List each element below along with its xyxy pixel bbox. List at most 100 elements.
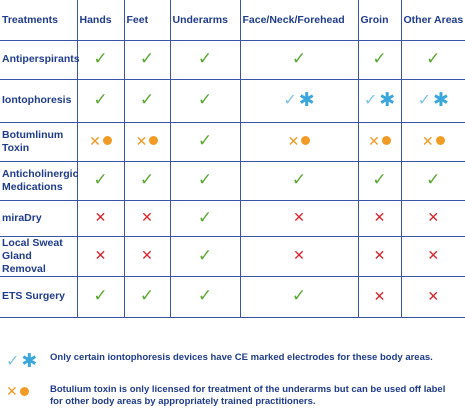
table-cell: ✓ [170, 79, 241, 123]
table-cell: ✕ [240, 122, 359, 162]
cross-dot-icon: ✕ [136, 134, 159, 148]
check-star-icon: ✓ ✱ [417, 90, 449, 111]
check-icon: ✓ [139, 170, 155, 189]
table-row: Iontophoresis ✓ ✓ ✓ ✓ ✱ ✓ ✱ ✓ ✱ [0, 79, 465, 123]
table-cell: ✕ [124, 200, 171, 237]
table-row: Local Sweat Gland Removal ✕ ✕ ✓ ✕ ✕ ✕ [0, 236, 465, 277]
check-star-icon: ✓ ✱ [283, 90, 315, 111]
cross-icon: ✕ [293, 209, 305, 225]
table-cell: ✕ [240, 236, 359, 277]
check-icon: ✓ [426, 170, 441, 189]
table-cell: ✓ [124, 161, 171, 201]
row-label: Botumlinum Toxin [0, 122, 78, 162]
check-icon: ✓ [93, 90, 108, 109]
table-cell: ✓ [170, 276, 241, 318]
cross-dot-icon: ✕ [422, 134, 445, 148]
check-icon: ✓ [197, 90, 213, 109]
check-icon: ✓ [291, 49, 307, 68]
legend-ce-text: Only certain iontophoresis devices have … [50, 352, 433, 363]
treatment-matrix: Treatments Hands Feet Underarms Face/Nec… [0, 0, 465, 318]
table-row: Botumlinum Toxin ✕ ✕ ✓ ✕ ✕ ✕ [0, 122, 465, 162]
cross-icon: ✕ [427, 247, 440, 263]
table-cell: ✓ [124, 40, 171, 80]
check-icon: ✓ [197, 49, 213, 68]
check-star-icon: ✓ ✱ [363, 90, 396, 111]
check-icon: ✓ [139, 286, 155, 305]
row-label: Anticholinergic Medications [0, 161, 78, 201]
cross-icon: ✕ [141, 209, 153, 225]
check-icon: ✓ [197, 131, 213, 150]
legend-check-star-icon: ✓ ✱ [6, 351, 38, 372]
table-cell: ✓ [401, 161, 465, 201]
check-icon: ✓ [372, 170, 387, 189]
check-icon: ✓ [139, 90, 155, 109]
table-cell: ✓ [170, 161, 241, 201]
header-face-neck-forehead: Face/Neck/Forehead [240, 0, 359, 41]
table-cell: ✓ [170, 122, 241, 162]
table-cell: ✕ [77, 236, 125, 277]
legend-off-label-text: Botulium toxin is only licensed for trea… [50, 384, 446, 407]
table-cell: ✕ [77, 200, 125, 237]
check-icon: ✓ [93, 49, 108, 68]
legend-cross-dot-icon: ✕ [6, 384, 29, 398]
check-icon: ✓ [426, 49, 441, 68]
header-underarms: Underarms [170, 0, 241, 41]
table-cell: ✓ [170, 40, 241, 80]
check-icon: ✓ [93, 170, 108, 189]
check-icon: ✓ [197, 245, 213, 265]
table-cell: ✓ [77, 40, 125, 80]
header-hands: Hands [77, 0, 125, 41]
table-cell: ✓ [358, 161, 402, 201]
check-icon: ✓ [139, 49, 155, 68]
cross-dot-icon: ✕ [89, 134, 112, 148]
cross-icon: ✕ [293, 247, 305, 263]
header-other-areas: Other Areas [401, 0, 465, 41]
cross-icon: ✕ [141, 247, 153, 263]
row-label: miraDry [0, 200, 78, 237]
table-cell: ✓ [77, 79, 125, 123]
check-icon: ✓ [372, 49, 387, 68]
table-cell: ✕ [240, 200, 359, 237]
table-cell: ✓ [240, 276, 359, 318]
cross-icon: ✕ [427, 209, 440, 225]
cross-dot-icon: ✕ [288, 134, 311, 148]
table-cell: ✕ [124, 122, 171, 162]
table-cell: ✕ [401, 122, 465, 162]
table-cell: ✓ ✱ [240, 79, 359, 123]
check-icon: ✓ [197, 170, 213, 189]
cross-icon: ✕ [94, 247, 107, 263]
table-cell: ✕ [401, 200, 465, 237]
table-cell: ✕ [401, 276, 465, 318]
header-treatments: Treatments [0, 0, 78, 41]
table-row: ETS Surgery ✓ ✓ ✓ ✓ ✕ ✕ [0, 276, 465, 318]
cross-icon: ✕ [373, 287, 386, 304]
check-icon: ✓ [197, 286, 213, 305]
table-row: Antiperspirants ✓ ✓ ✓ ✓ ✓ ✓ [0, 40, 465, 80]
table-cell: ✕ [358, 236, 402, 277]
table-row: miraDry ✕ ✕ ✓ ✕ ✕ ✕ [0, 200, 465, 237]
table-cell: ✓ [124, 276, 171, 318]
row-label: Antiperspirants [0, 40, 80, 80]
table-cell: ✕ [358, 200, 402, 237]
check-icon: ✓ [93, 286, 108, 305]
check-icon: ✓ [197, 207, 213, 227]
table-cell: ✓ [240, 40, 359, 80]
cross-icon: ✕ [427, 287, 440, 304]
header-groin: Groin [358, 0, 402, 41]
header-feet: Feet [124, 0, 171, 41]
table-row: Anticholinergic Medications ✓ ✓ ✓ ✓ ✓ ✓ [0, 161, 465, 201]
table-cell: ✓ [401, 40, 465, 80]
table-cell: ✓ [77, 161, 125, 201]
table-cell: ✓ [358, 40, 402, 80]
table-cell: ✓ [240, 161, 359, 201]
row-label: ETS Surgery [0, 276, 78, 318]
cross-icon: ✕ [373, 209, 386, 225]
table-cell: ✓ [170, 200, 241, 237]
check-icon: ✓ [291, 286, 307, 305]
table-cell: ✕ [124, 236, 171, 277]
table-cell: ✕ [358, 276, 402, 318]
cross-dot-icon: ✕ [368, 134, 391, 148]
table-cell: ✓ ✱ [358, 79, 402, 123]
table-cell: ✕ [77, 122, 125, 162]
table-cell: ✕ [401, 236, 465, 277]
